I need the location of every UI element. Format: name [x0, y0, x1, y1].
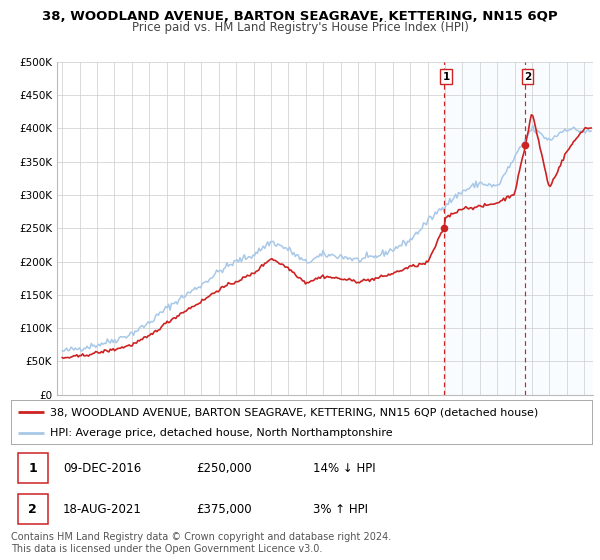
Text: 18-AUG-2021: 18-AUG-2021	[63, 503, 142, 516]
Text: 38, WOODLAND AVENUE, BARTON SEAGRAVE, KETTERING, NN15 6QP (detached house): 38, WOODLAND AVENUE, BARTON SEAGRAVE, KE…	[50, 407, 539, 417]
Text: Price paid vs. HM Land Registry's House Price Index (HPI): Price paid vs. HM Land Registry's House …	[131, 21, 469, 34]
Text: 3% ↑ HPI: 3% ↑ HPI	[313, 503, 368, 516]
Text: 1: 1	[442, 72, 449, 82]
Text: Contains HM Land Registry data © Crown copyright and database right 2024.: Contains HM Land Registry data © Crown c…	[11, 532, 391, 542]
FancyBboxPatch shape	[18, 494, 48, 524]
Text: £250,000: £250,000	[197, 462, 252, 475]
Point	[439, 224, 449, 233]
Text: HPI: Average price, detached house, North Northamptonshire: HPI: Average price, detached house, Nort…	[50, 428, 393, 437]
Point	[521, 141, 530, 150]
Text: 2: 2	[28, 503, 37, 516]
Text: This data is licensed under the Open Government Licence v3.0.: This data is licensed under the Open Gov…	[11, 544, 322, 554]
Text: 38, WOODLAND AVENUE, BARTON SEAGRAVE, KETTERING, NN15 6QP: 38, WOODLAND AVENUE, BARTON SEAGRAVE, KE…	[42, 10, 558, 23]
FancyBboxPatch shape	[18, 454, 48, 483]
Text: 2: 2	[524, 72, 531, 82]
Text: 09-DEC-2016: 09-DEC-2016	[63, 462, 142, 475]
Text: £375,000: £375,000	[197, 503, 252, 516]
Text: 1: 1	[28, 462, 37, 475]
Bar	[444, 62, 600, 395]
Text: 14% ↓ HPI: 14% ↓ HPI	[313, 462, 376, 475]
